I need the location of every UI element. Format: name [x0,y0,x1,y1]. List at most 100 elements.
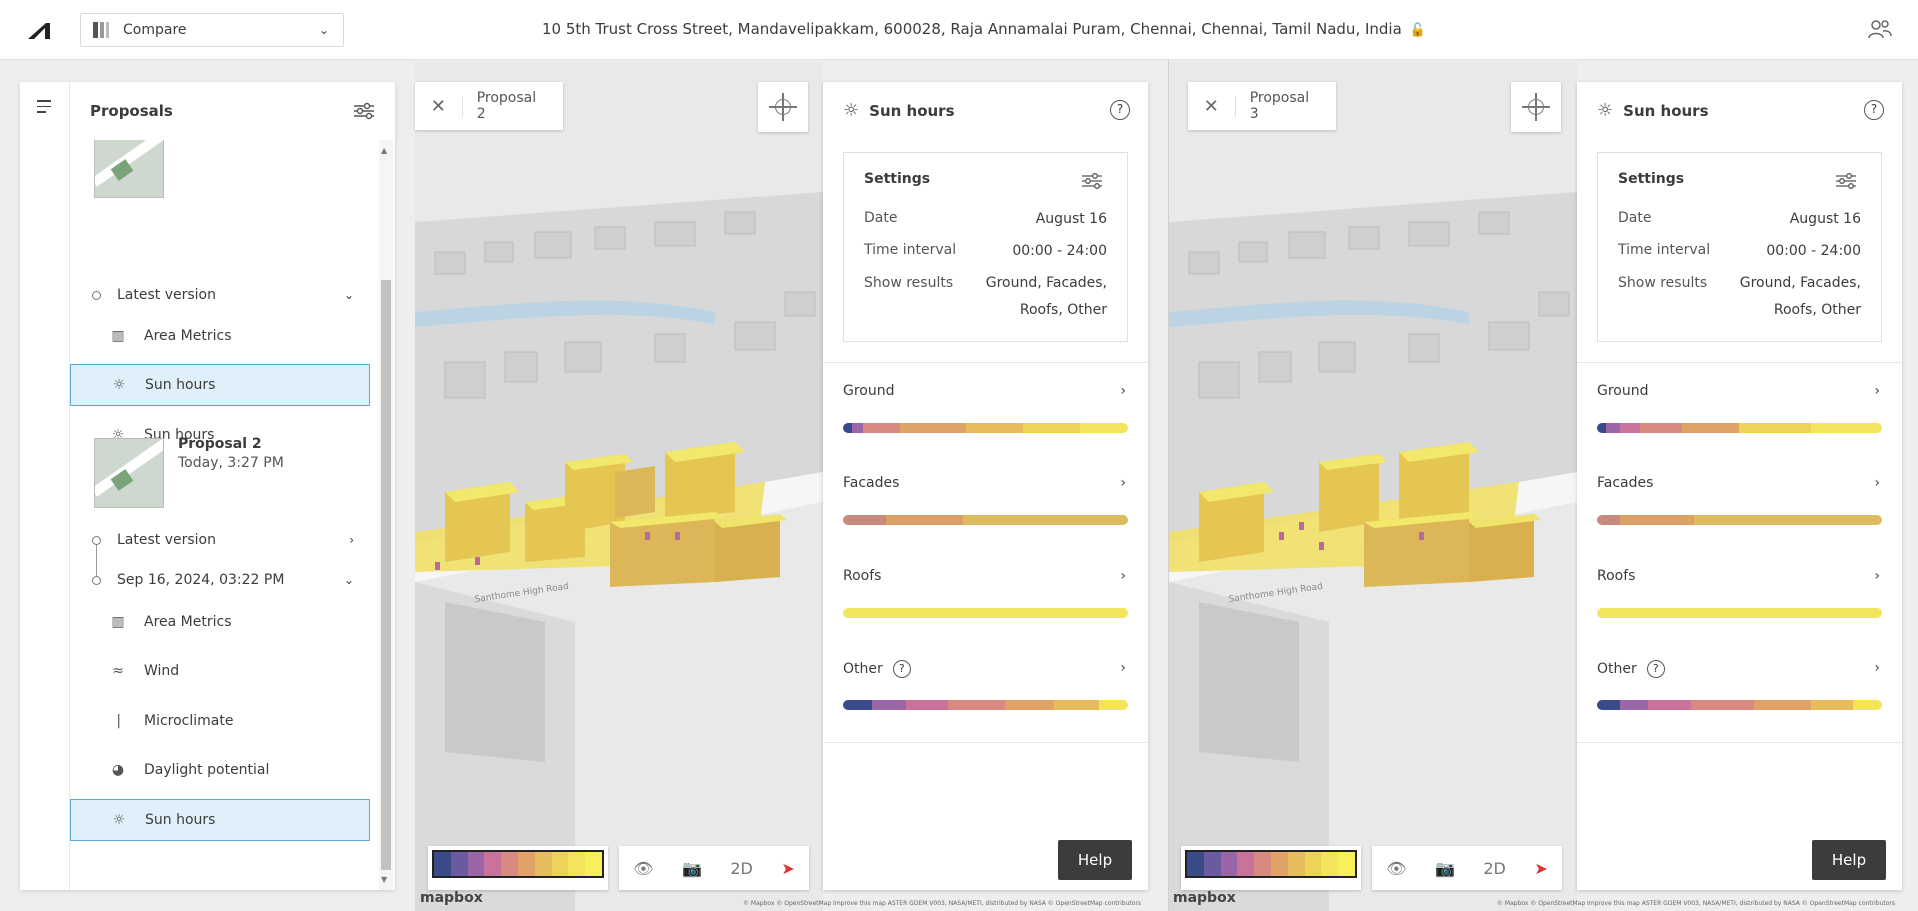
settings-title: Settings [864,171,931,187]
analysis-item-wind[interactable]: ≈ Wind [70,650,370,692]
users-icon[interactable] [1868,18,1892,40]
result-other[interactable]: Other? › [843,660,1128,710]
menu-icon[interactable] [37,100,51,117]
thermometer-icon: | [114,713,122,729]
proposal-2-thumbnail[interactable] [94,438,164,508]
chevron-right-icon: › [1120,383,1126,399]
area-metrics-icon: ▥ [111,328,125,344]
unlock-icon[interactable]: 🔓 [1409,23,1426,38]
panel-header: ☼ Sun hours [843,100,955,121]
result-ground[interactable]: Ground › [843,383,1128,433]
interval-value: 00:00 - 24:00 [1012,243,1107,259]
camera-icon[interactable]: 📷 [1434,858,1455,878]
facades-histogram-bar [1597,515,1882,525]
sun-hours-panel: ☼ Sun hours ? Settings Date August 16 Tim… [1577,82,1902,890]
compass-icon[interactable]: ➤ [781,858,795,878]
filter-settings-icon[interactable] [353,102,375,120]
map-view-proposal-2[interactable]: Santhome High Road [415,62,823,911]
version-row[interactable]: Latest version › [70,528,360,552]
other-histogram-bar [1597,700,1882,710]
result-roofs[interactable]: Roofs › [1597,568,1882,618]
map-controls: 👁 📷 2D ➤ [1372,846,1562,890]
scrollbar[interactable]: ▲ ▼ [379,140,393,890]
proposal-1-thumbnail[interactable] [94,140,164,198]
compare-icon [93,22,115,38]
map-street-label: Santhome High Road [474,582,569,605]
eye-icon[interactable]: 👁 [1386,858,1407,878]
proposal-name[interactable]: Proposal 2 [178,436,262,452]
map-3d-render[interactable]: Santhome High Road [415,62,823,911]
chevron-right-icon: › [349,533,354,547]
date-value: August 16 [1789,211,1861,227]
locate-button[interactable] [758,82,808,132]
chevron-right-icon: › [1874,475,1880,491]
locate-button[interactable] [1511,82,1561,132]
map-attribution[interactable]: © Mapbox © OpenStreetMap Improve this ma… [743,900,1142,907]
proposals-list[interactable]: Latest version ⌄ ▥ Area Metrics ☼ Sun ho… [70,140,395,890]
analysis-item-sun-hours[interactable]: ☼ Sun hours [70,364,370,406]
results-value: Roofs, Other [1773,302,1861,318]
sun-icon: ☼ [1597,100,1614,121]
settings-sliders-icon[interactable] [1081,173,1103,189]
result-ground[interactable]: Ground › [1597,383,1882,433]
analysis-item-microclimate[interactable]: | Microclimate [70,700,370,742]
area-metrics-icon: ▥ [111,614,125,630]
panel-title: Proposals [90,102,173,120]
split-divider[interactable] [1168,60,1169,911]
category-label: Facades [843,475,900,491]
settings-sliders-icon[interactable] [1835,173,1857,189]
analysis-item-sun-hours[interactable]: ☼ Sun hours [70,799,370,841]
help-button[interactable]: Help [1812,840,1886,880]
result-roofs[interactable]: Roofs › [843,568,1128,618]
result-facades[interactable]: Facades › [843,475,1128,525]
analysis-item-area-metrics[interactable]: ▥ Area Metrics [70,315,370,357]
help-icon[interactable]: ? [892,660,911,678]
category-label: Ground [1597,383,1649,399]
proposal-tab-label: Proposal 2 [476,90,537,122]
proposal-tab[interactable]: ✕ Proposal 3 [1188,82,1336,130]
chevron-right-icon: › [1120,475,1126,491]
analysis-item-area-metrics[interactable]: ▥ Area Metrics [70,601,370,643]
scroll-up-icon[interactable]: ▲ [381,146,388,155]
panel-header: ☼ Sun hours [1597,100,1709,121]
scrollbar-thumb[interactable] [381,280,391,870]
result-facades[interactable]: Facades › [1597,475,1882,525]
roofs-histogram-bar [843,608,1128,618]
proposal-tab-label: Proposal 3 [1249,90,1310,122]
date-label: Date [1618,210,1652,226]
autodesk-logo-icon[interactable] [26,19,52,41]
help-icon[interactable]: ? [1646,660,1665,678]
proposal-tab[interactable]: ✕ Proposal 2 [415,82,563,130]
date-label: Date [864,210,898,226]
settings-card: Settings Date August 16 Time interval 00:0… [843,152,1128,342]
scroll-down-icon[interactable]: ▼ [381,875,388,884]
help-button[interactable]: Help [1058,840,1132,880]
eye-icon[interactable]: 👁 [633,858,654,878]
map-3d-render[interactable]: Santhome High Road [1169,62,1577,911]
mapbox-logo[interactable]: mapbox [420,890,483,906]
chevron-down-icon: ⌄ [318,23,329,37]
compare-dropdown[interactable]: Compare ⌄ [80,13,344,47]
map-controls: 👁 📷 2D ➤ [619,846,809,890]
sun-icon: ☼ [112,812,126,828]
panel-title: Sun hours [869,101,955,120]
results-value: Roofs, Other [1019,302,1107,318]
version-row[interactable]: Sep 16, 2024, 03:22 PM ⌄ [70,568,360,592]
analysis-item-daylight-potential[interactable]: ◕ Daylight potential [70,749,370,791]
map-view-proposal-3[interactable]: Santhome High Road [1169,62,1577,911]
help-icon[interactable]: ? [1110,100,1130,120]
version-row[interactable]: Latest version ⌄ [70,283,360,307]
sun-hours-panel: ☼ Sun hours ? Settings Date August 16 Tim… [823,82,1148,890]
chevron-right-icon: › [1874,383,1880,399]
mapbox-logo[interactable]: mapbox [1173,890,1236,906]
compass-icon[interactable]: ➤ [1534,858,1548,878]
chevron-right-icon: › [1120,660,1126,676]
close-icon[interactable]: ✕ [415,95,463,117]
toggle-2d-button[interactable]: 2D [1483,858,1506,878]
map-attribution[interactable]: © Mapbox © OpenStreetMap Improve this ma… [1497,900,1896,907]
close-icon[interactable]: ✕ [1188,95,1236,117]
toggle-2d-button[interactable]: 2D [730,858,753,878]
result-other[interactable]: Other? › [1597,660,1882,710]
help-icon[interactable]: ? [1864,100,1884,120]
camera-icon[interactable]: 📷 [681,858,702,878]
